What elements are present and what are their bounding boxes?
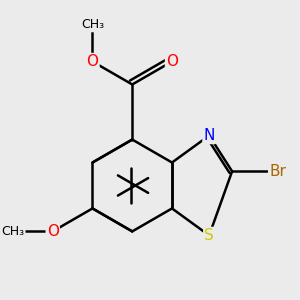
Text: O: O bbox=[166, 54, 178, 69]
Text: O: O bbox=[47, 224, 59, 239]
Text: N: N bbox=[203, 128, 215, 143]
Text: CH₃: CH₃ bbox=[81, 18, 104, 31]
Text: CH₃: CH₃ bbox=[2, 225, 25, 238]
Text: S: S bbox=[204, 228, 214, 243]
Text: O: O bbox=[86, 54, 98, 69]
Text: Br: Br bbox=[269, 164, 286, 179]
